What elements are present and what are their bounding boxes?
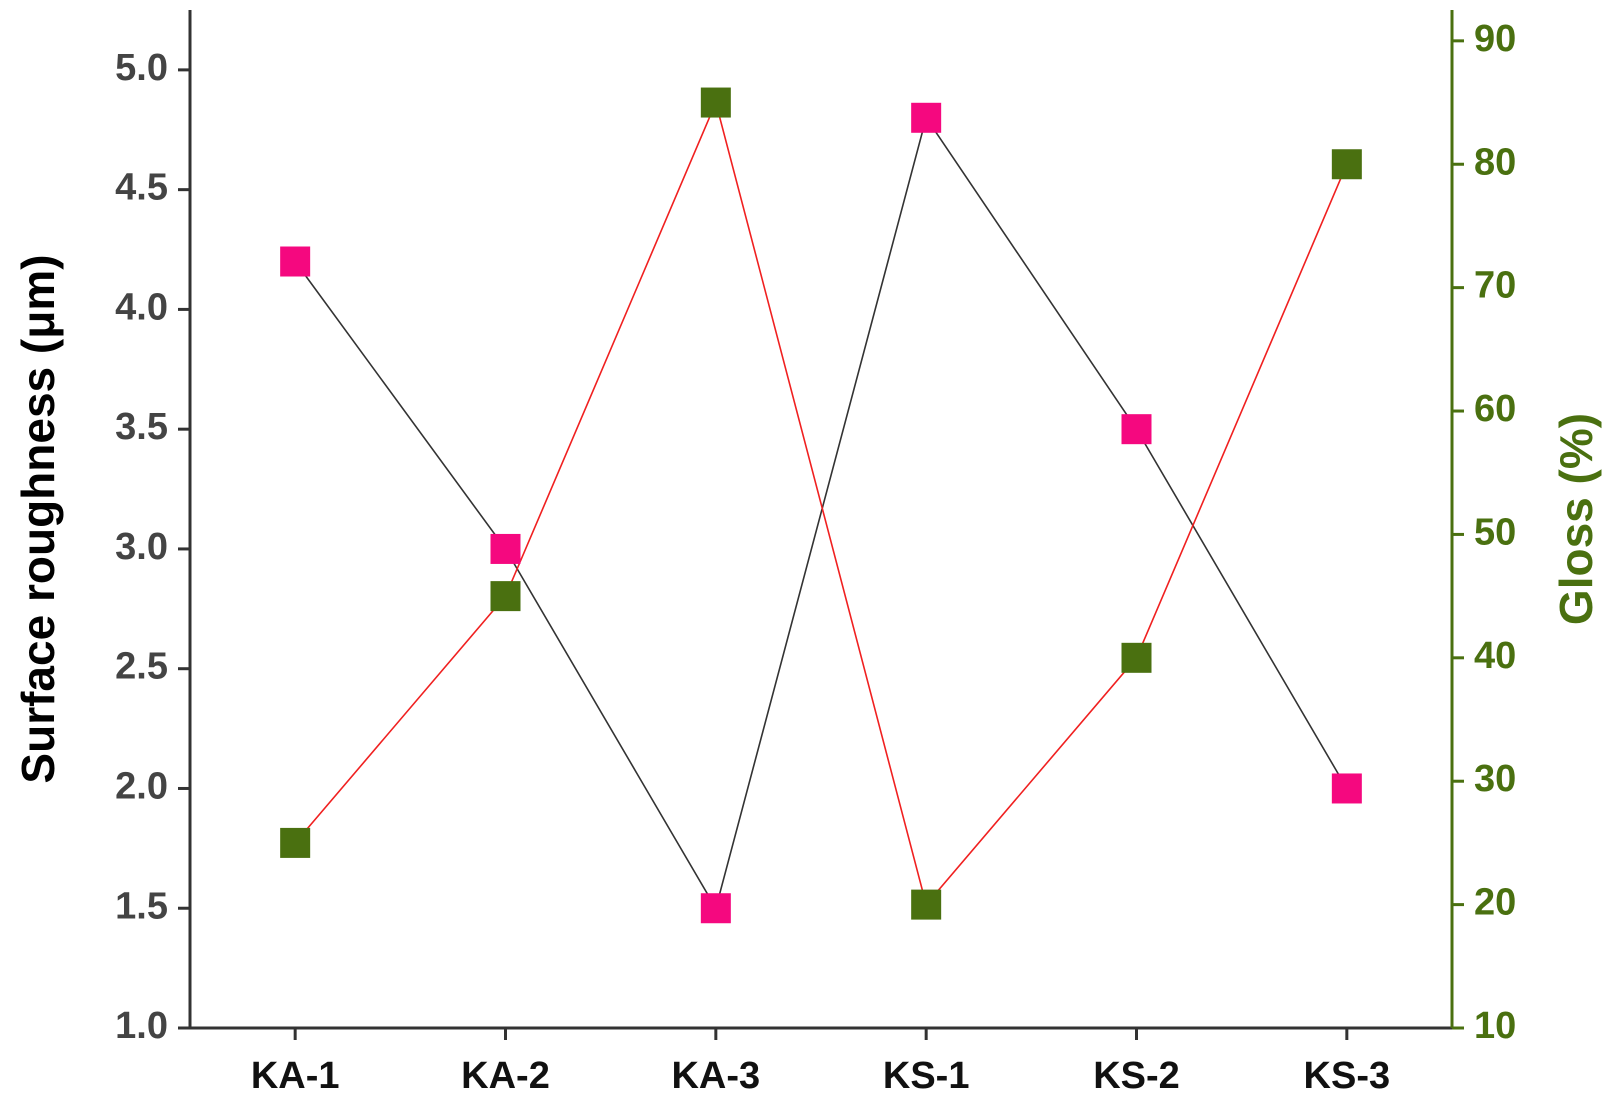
marker [280,246,311,277]
marker [490,533,521,564]
y2-tick-label: 60 [1474,388,1516,430]
marker [1331,773,1362,804]
y2-tick-label: 10 [1474,1005,1516,1047]
y2-tick-label: 50 [1474,511,1516,553]
y-axis-label: Surface roughness (μm) [12,254,64,783]
marker [911,889,942,920]
series-line [294,100,1348,907]
marker [1331,149,1362,180]
y-tick-label: 2.0 [115,766,168,808]
x-tick-label: KS-2 [1093,1055,1180,1097]
y2-tick-label: 70 [1474,265,1516,307]
y2-tick-label: 30 [1474,758,1516,800]
marker [490,581,521,612]
y2-tick-label: 80 [1474,141,1516,183]
y-tick-label: 5.0 [115,47,168,89]
series-line [294,115,1348,911]
y2-axis-label: Gloss (%) [1550,413,1602,625]
y-tick-label: 4.0 [115,286,168,328]
y-tick-label: 2.5 [115,646,168,688]
y-tick-label: 1.0 [115,1005,168,1047]
y-tick-label: 4.5 [115,167,168,209]
x-tick-label: KS-1 [883,1055,970,1097]
x-tick-label: KA-2 [461,1055,550,1097]
y2-tick-label: 20 [1474,882,1516,924]
x-tick-label: KA-1 [251,1055,340,1097]
marker [280,827,311,858]
y-tick-label: 3.0 [115,526,168,568]
y-tick-label: 3.5 [115,406,168,448]
marker [700,893,731,924]
marker [1121,642,1152,673]
marker [911,102,942,133]
y2-tick-label: 40 [1474,635,1516,677]
marker [1121,414,1152,445]
y2-tick-label: 90 [1474,18,1516,60]
x-tick-label: KA-3 [671,1055,760,1097]
marker [700,87,731,118]
y-tick-label: 1.5 [115,885,168,927]
x-tick-label: KS-3 [1304,1055,1391,1097]
